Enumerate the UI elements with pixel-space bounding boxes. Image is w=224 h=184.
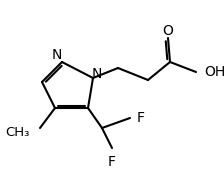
Text: O: O xyxy=(163,24,173,38)
Text: N: N xyxy=(52,48,62,62)
Text: F: F xyxy=(137,111,145,125)
Text: OH: OH xyxy=(204,65,224,79)
Text: F: F xyxy=(108,155,116,169)
Text: N: N xyxy=(92,67,102,81)
Text: CH₃: CH₃ xyxy=(6,125,30,139)
